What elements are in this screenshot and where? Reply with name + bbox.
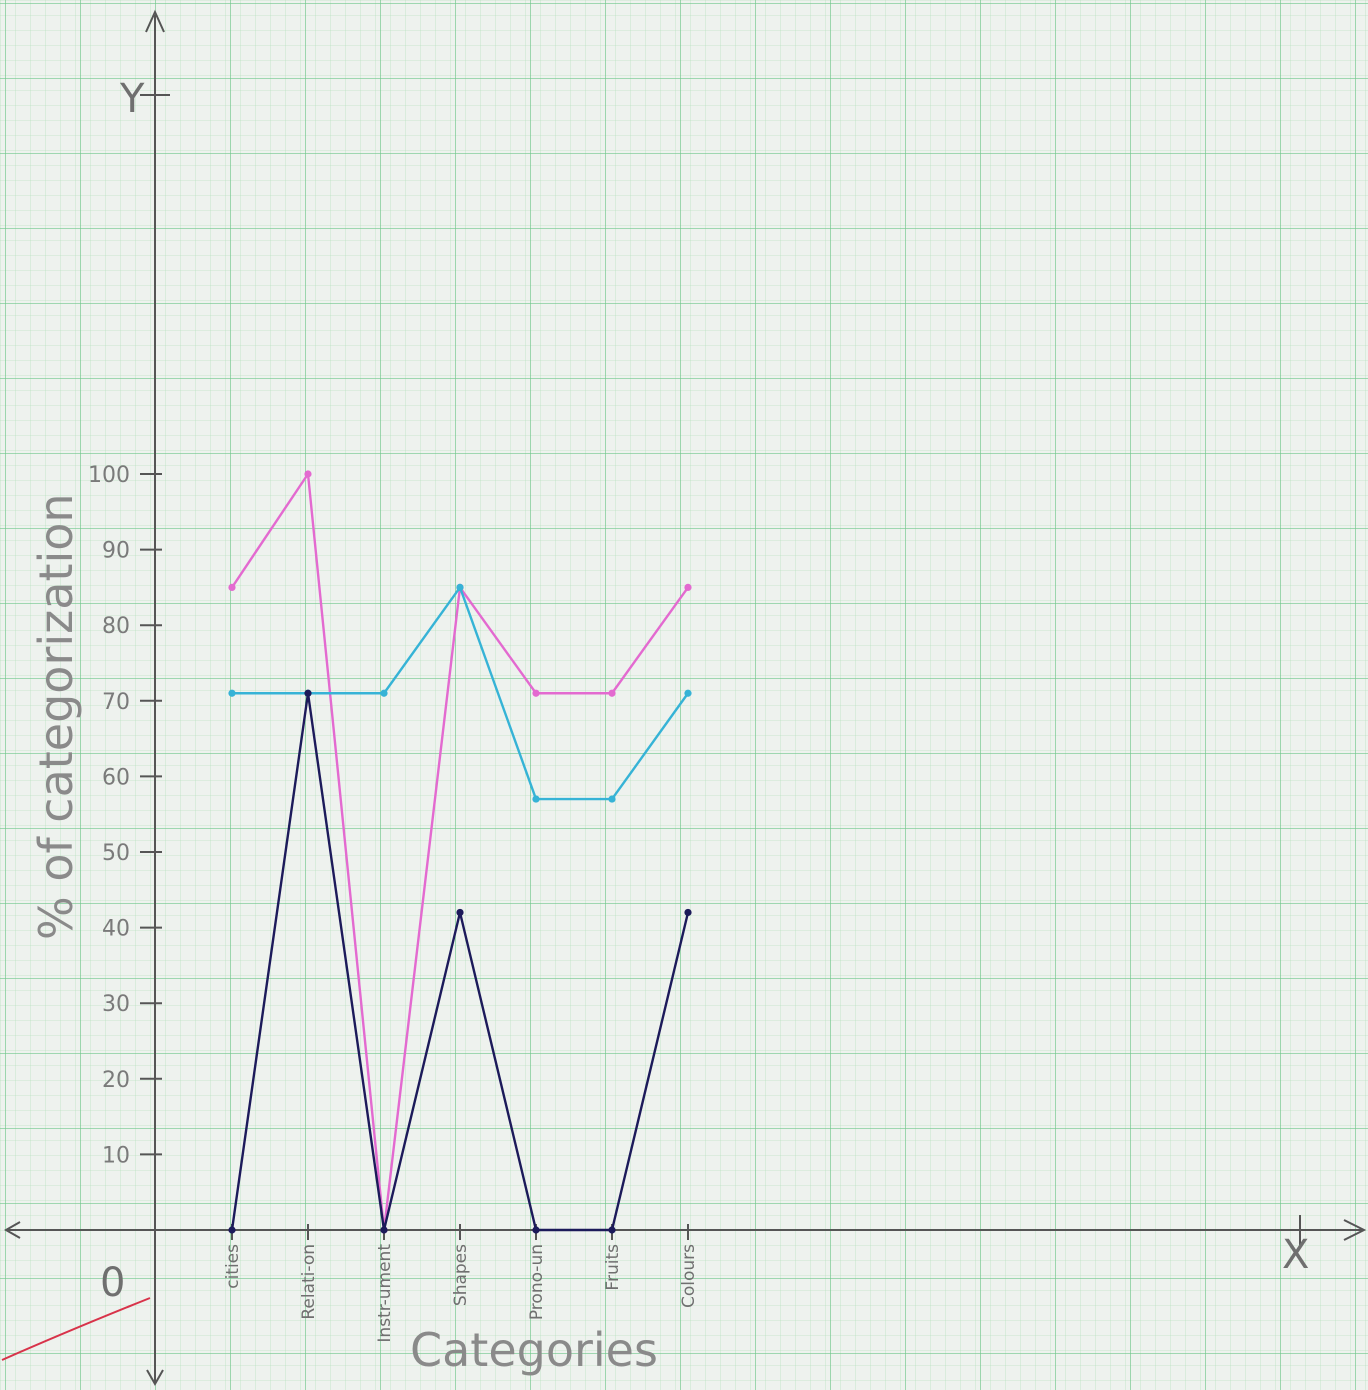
x-tick-label: Colours (679, 1244, 699, 1308)
x-axis-left-arrow-icon (3, 1221, 21, 1239)
y-tick-label: 50 (102, 841, 130, 866)
y-tick-label: 90 (102, 539, 130, 564)
data-point (304, 470, 312, 478)
data-point (228, 583, 236, 592)
red-pen-mark (1, 1297, 151, 1361)
data-point (304, 689, 312, 697)
y-axis-arrow-icon (145, 9, 165, 33)
origin-label: 0 (100, 1260, 125, 1306)
data-point (228, 1226, 236, 1234)
y-tick-label: 40 (102, 917, 130, 942)
data-point (684, 583, 692, 592)
data-point (608, 689, 616, 697)
data-point (608, 795, 616, 803)
y-axis-bottom-arrow-icon (146, 1369, 164, 1387)
data-point (380, 1226, 388, 1234)
x-tick-label: Fruits (603, 1244, 623, 1291)
y-tick-label: 20 (102, 1068, 130, 1093)
x-tick-label: Shapes (451, 1244, 471, 1306)
x-axis-letter: X (1282, 1232, 1309, 1278)
y-tick-label: 10 (102, 1143, 130, 1168)
data-point (532, 1226, 540, 1234)
y-tick-label: 80 (102, 614, 130, 639)
x-tick-label: Prono-un (527, 1244, 547, 1320)
data-point (380, 689, 388, 697)
data-point (456, 908, 464, 917)
x-tick-label: Instr-ument (375, 1244, 395, 1343)
data-point (532, 795, 540, 803)
data-point (532, 689, 540, 697)
y-tick-label: 60 (102, 765, 130, 790)
x-tick-label: Relati-on (299, 1244, 319, 1320)
y-tick-label: 100 (88, 463, 130, 488)
data-point (684, 908, 692, 917)
data-point (456, 583, 464, 592)
data-point (608, 1226, 616, 1234)
x-axis-arrow-icon (1343, 1219, 1367, 1241)
x-tick-label: cities (223, 1244, 243, 1289)
x-axis-title: Categories (410, 1323, 658, 1377)
y-tick-label: 30 (102, 992, 130, 1017)
y-tick-label: 70 (102, 690, 130, 715)
data-point (228, 689, 236, 697)
data-point (684, 689, 692, 697)
y-axis-title: % of categorization (29, 493, 83, 940)
y-axis-letter: Y (119, 76, 145, 122)
